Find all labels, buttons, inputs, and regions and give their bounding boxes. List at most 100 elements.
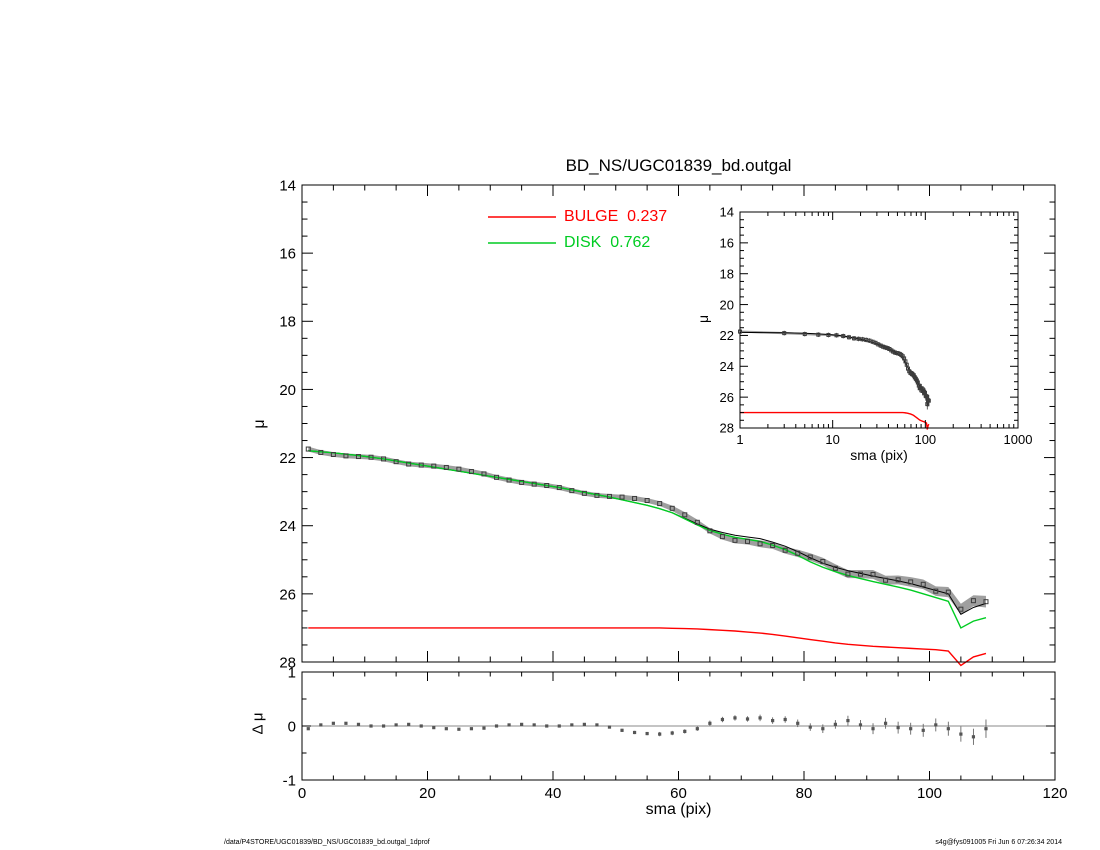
data-point [393, 459, 399, 465]
data-point [770, 542, 776, 548]
y-tick-label: 1 [288, 664, 296, 681]
y-tick-label: 22 [720, 328, 734, 343]
data-point [820, 558, 826, 564]
y-tick-label: 28 [720, 421, 734, 436]
data-point [632, 495, 638, 501]
residual-y-axis-label: Δ μ [249, 712, 267, 735]
legend-bulge-label: BULGE 0.237 [564, 208, 668, 225]
residual-point [444, 727, 448, 731]
y-tick-label: 14 [279, 177, 296, 194]
data-point [881, 344, 886, 349]
footer-user-timestamp: s4g@fys091005 Fri Jun 6 07:26:34 2014 [935, 839, 1062, 846]
inset-x-axis-label: sma (pix) [850, 447, 908, 463]
data-point [531, 481, 537, 487]
y-tick-label: 0 [288, 718, 296, 735]
data-point [908, 579, 914, 585]
data-point [305, 446, 311, 452]
inset-panel: 1 10 100 1000 14 16 18 20 22 24 26 28 [720, 205, 1033, 447]
residual-point [909, 727, 913, 731]
data-point [883, 577, 889, 583]
residual-point [708, 721, 712, 725]
y-tick-label: 16 [720, 236, 734, 251]
residual-point [381, 724, 386, 728]
data-point [456, 466, 462, 472]
data-point [958, 606, 964, 612]
x-tick-label: 60 [670, 785, 687, 802]
y-tick-label: 18 [279, 314, 296, 331]
x-tick-label: 120 [1042, 785, 1067, 802]
x-tick-label: 100 [917, 785, 942, 802]
residual-point [921, 728, 925, 732]
residual-point [808, 725, 812, 729]
data-point [920, 581, 926, 587]
residual-point [620, 728, 624, 732]
residual-point [971, 735, 976, 739]
residual-point [394, 723, 398, 727]
residual-point [871, 727, 875, 731]
y-tick-label: 24 [279, 518, 296, 535]
residual-point [407, 722, 411, 726]
data-point [619, 494, 625, 500]
data-point [845, 571, 851, 577]
data-point [834, 333, 839, 338]
data-point [581, 490, 587, 496]
residual-point [670, 731, 674, 735]
data-point [816, 332, 821, 337]
x-tick-label: 1 [736, 432, 743, 447]
residual-point [344, 721, 348, 725]
y-tick-label: 26 [720, 390, 734, 405]
residual-point [783, 717, 787, 722]
data-point [860, 337, 865, 342]
x-tick-label: 20 [419, 785, 436, 802]
main-panel: 14 16 18 20 22 24 26 28 [279, 177, 1056, 671]
y-tick-label: 20 [720, 297, 734, 312]
data-point [544, 483, 550, 489]
data-point [757, 541, 763, 547]
data-point [933, 588, 939, 594]
residual-point [557, 724, 561, 728]
data-point [782, 547, 788, 553]
residual-point [946, 727, 950, 731]
data-point [807, 554, 813, 560]
y-tick-label: 14 [720, 205, 734, 220]
x-tick-label: 40 [545, 785, 562, 802]
residual-point [545, 724, 549, 728]
residual-point [457, 727, 461, 731]
data-point [468, 469, 474, 475]
y-tick-label: 24 [720, 359, 734, 374]
residual-point [821, 727, 825, 731]
data-point [481, 471, 487, 477]
error-band [308, 446, 986, 615]
x-axis-label: sma (pix) [645, 801, 712, 818]
residual-point [494, 724, 499, 728]
x-tick-label: 80 [796, 785, 813, 802]
data-point [644, 498, 650, 504]
y-tick-label: 26 [279, 586, 296, 603]
data-point [694, 519, 700, 525]
x-tick-label: 100 [914, 432, 936, 447]
data-point [556, 485, 562, 491]
residual-point [833, 722, 837, 726]
x-tick-label: 0 [298, 785, 306, 802]
residual-point [645, 731, 649, 736]
residual-point [582, 722, 586, 726]
residual-point [733, 716, 737, 720]
data-point [682, 512, 688, 518]
data-point [732, 537, 738, 543]
residual-point [745, 717, 750, 721]
y-tick-label: 28 [279, 654, 296, 671]
data-point [406, 461, 412, 467]
residual-point [896, 726, 900, 730]
residual-point [369, 724, 373, 728]
data-point [606, 493, 612, 499]
y-tick-label: 16 [279, 246, 296, 263]
page-title: BD_NS/UGC01839_bd.outgal [565, 156, 792, 175]
data-point [914, 378, 919, 383]
residual-point [984, 727, 988, 731]
data-point [519, 479, 525, 485]
data-point [343, 453, 349, 459]
data-point [330, 452, 336, 458]
data-point [870, 571, 876, 577]
data-point [418, 462, 424, 468]
data-point [318, 449, 324, 455]
